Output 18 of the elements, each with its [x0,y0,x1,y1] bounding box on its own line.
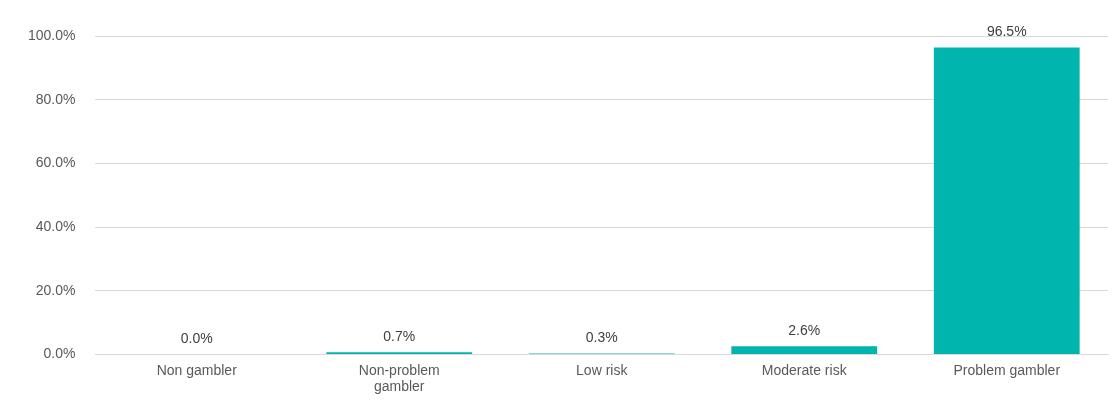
y-tick-label: 60.0% [35,154,76,171]
y-tick-label: 100.0% [28,27,76,44]
y-tick-label: 80.0% [35,90,76,107]
x-tick-label: Non-problem gambler [358,361,440,395]
y-tick-label: 40.0% [35,218,76,235]
x-tick-label: Problem gambler [953,361,1061,378]
data-label: 2.6% [788,321,821,338]
y-tick-label: 0.0% [43,345,76,362]
data-label: 0.7% [383,328,416,345]
x-tick-label: Non gambler [156,361,238,378]
x-tick-label: Low risk [576,361,629,378]
data-label: 0.0% [180,330,213,347]
x-tick-label: Moderate risk [761,361,848,378]
data-label: 96.5% [986,23,1027,40]
data-label: 0.3% [585,329,618,346]
bar [933,47,1080,354]
y-tick-label: 20.0% [35,281,76,298]
bar [731,346,878,354]
